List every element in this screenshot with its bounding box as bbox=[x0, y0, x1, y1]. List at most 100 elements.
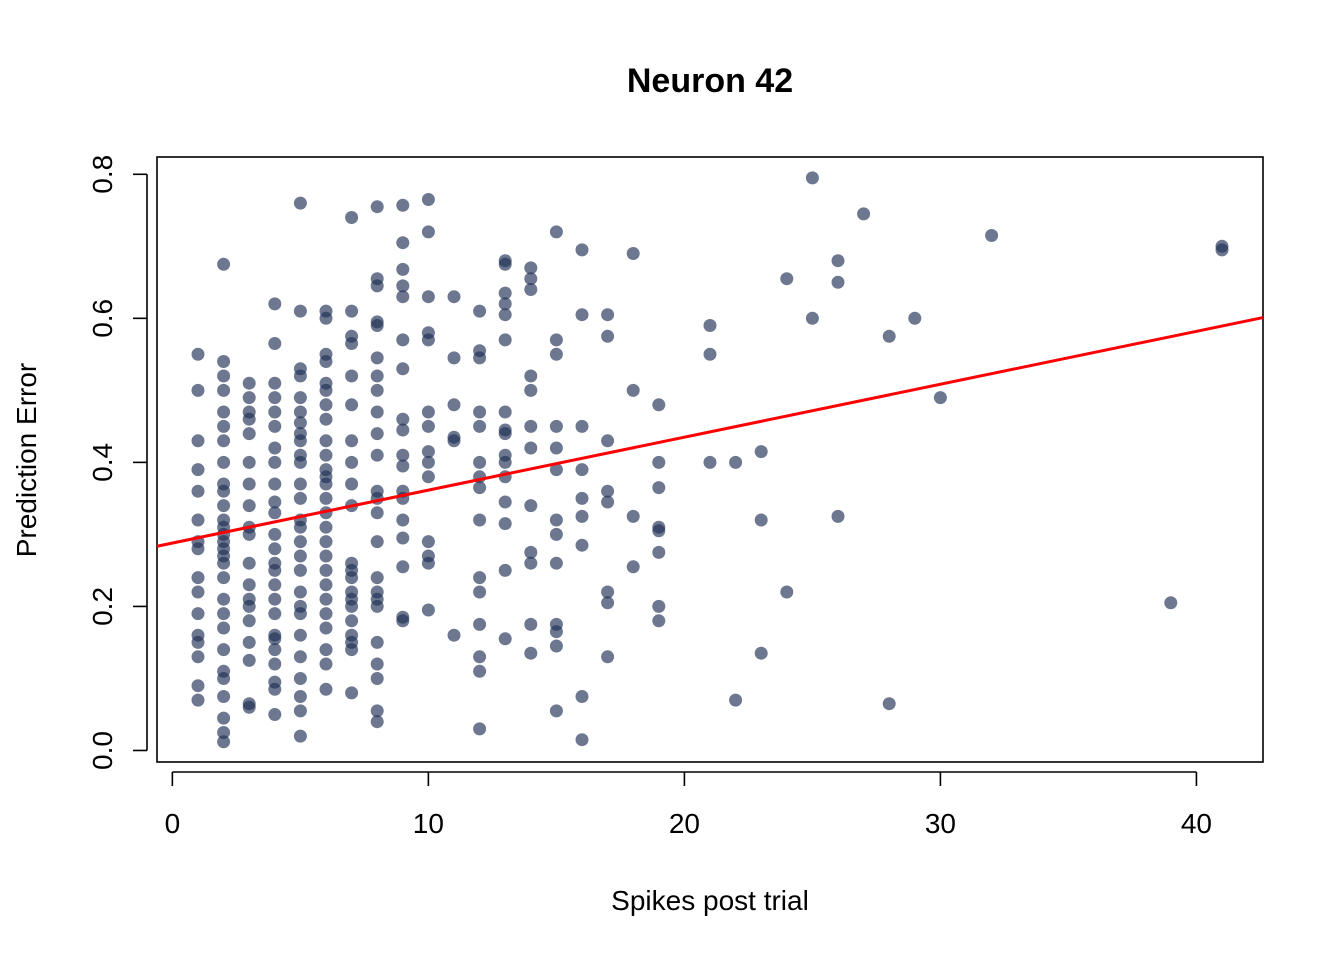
y-tick-label: 0.0 bbox=[87, 731, 118, 770]
data-point bbox=[268, 391, 282, 405]
data-point bbox=[217, 607, 231, 621]
data-point bbox=[345, 398, 359, 412]
data-point bbox=[293, 304, 307, 318]
data-point bbox=[268, 527, 282, 541]
data-point bbox=[498, 427, 512, 441]
data-point bbox=[217, 621, 231, 635]
data-point bbox=[421, 290, 435, 304]
data-point bbox=[268, 542, 282, 556]
data-point bbox=[754, 513, 768, 527]
data-point bbox=[293, 520, 307, 534]
data-point bbox=[498, 405, 512, 419]
data-point bbox=[370, 383, 384, 397]
data-point bbox=[293, 607, 307, 621]
data-point bbox=[549, 225, 563, 239]
data-point bbox=[831, 254, 845, 268]
regression-line bbox=[156, 316, 1264, 548]
data-point bbox=[396, 560, 410, 574]
data-point bbox=[319, 383, 333, 397]
data-point bbox=[652, 524, 666, 538]
data-point bbox=[191, 679, 205, 693]
data-point bbox=[601, 585, 615, 599]
data-point bbox=[319, 578, 333, 592]
data-point bbox=[729, 455, 743, 469]
data-point bbox=[601, 650, 615, 664]
y-tick-label: 0.8 bbox=[87, 155, 118, 194]
data-point bbox=[217, 643, 231, 657]
data-point bbox=[780, 585, 794, 599]
data-point bbox=[293, 477, 307, 491]
data-point bbox=[524, 369, 538, 383]
data-point bbox=[421, 333, 435, 347]
data-point bbox=[268, 405, 282, 419]
data-point bbox=[524, 383, 538, 397]
data-point bbox=[242, 614, 256, 628]
x-tick-label: 30 bbox=[925, 808, 956, 839]
data-point bbox=[370, 448, 384, 462]
data-point bbox=[217, 571, 231, 585]
data-point bbox=[626, 247, 640, 260]
data-point bbox=[268, 578, 282, 592]
data-point bbox=[268, 657, 282, 671]
data-point bbox=[319, 355, 333, 368]
data-point bbox=[473, 351, 487, 365]
data-point bbox=[268, 419, 282, 433]
data-point bbox=[268, 441, 282, 455]
data-point bbox=[319, 682, 333, 696]
data-point bbox=[319, 643, 333, 657]
data-point bbox=[191, 650, 205, 664]
data-point bbox=[293, 391, 307, 405]
data-point bbox=[191, 347, 205, 361]
data-point bbox=[370, 672, 384, 685]
data-point bbox=[293, 196, 307, 210]
data-point bbox=[1215, 243, 1229, 257]
data-point bbox=[268, 682, 282, 696]
data-point bbox=[319, 520, 333, 534]
data-point bbox=[626, 383, 640, 397]
chart-title: Neuron 42 bbox=[627, 62, 793, 100]
data-point bbox=[370, 635, 384, 649]
data-point bbox=[985, 229, 999, 242]
data-point bbox=[524, 617, 538, 631]
data-point bbox=[754, 445, 768, 459]
data-point bbox=[370, 200, 384, 214]
data-point bbox=[217, 369, 231, 383]
data-point bbox=[473, 585, 487, 599]
data-point bbox=[652, 614, 666, 628]
data-point bbox=[370, 535, 384, 549]
x-tick-label: 0 bbox=[165, 808, 181, 839]
data-point bbox=[345, 643, 359, 657]
data-point bbox=[396, 423, 410, 437]
data-point bbox=[319, 563, 333, 577]
data-point bbox=[268, 708, 282, 721]
data-point bbox=[524, 646, 538, 660]
y-axis: 0.0 0.2 0.4 0.6 0.8 bbox=[87, 155, 148, 770]
data-point bbox=[524, 556, 538, 570]
data-point bbox=[396, 236, 410, 250]
data-point bbox=[473, 419, 487, 433]
data-point bbox=[217, 711, 231, 725]
data-point bbox=[447, 434, 461, 448]
data-point bbox=[242, 376, 256, 390]
y-tick-label: 0.6 bbox=[87, 299, 118, 338]
data-point bbox=[217, 383, 231, 397]
data-point bbox=[421, 445, 435, 459]
data-point bbox=[421, 535, 435, 549]
data-point bbox=[268, 592, 282, 606]
data-point bbox=[575, 733, 589, 747]
data-point bbox=[242, 578, 256, 592]
data-point bbox=[396, 614, 410, 628]
data-point bbox=[831, 275, 845, 289]
data-point bbox=[652, 545, 666, 559]
data-point bbox=[652, 599, 666, 613]
data-point bbox=[345, 304, 359, 318]
data-point bbox=[217, 726, 231, 739]
data-point bbox=[601, 329, 615, 343]
data-point bbox=[575, 491, 589, 505]
data-point bbox=[293, 729, 307, 743]
data-point bbox=[293, 672, 307, 685]
data-point bbox=[293, 690, 307, 703]
data-point bbox=[191, 693, 205, 707]
data-point bbox=[319, 398, 333, 412]
data-point bbox=[549, 419, 563, 433]
